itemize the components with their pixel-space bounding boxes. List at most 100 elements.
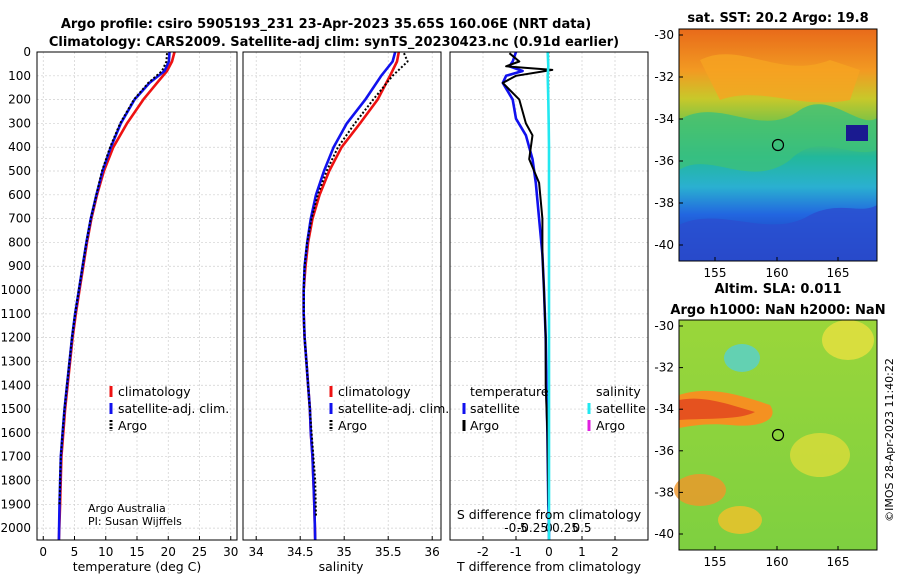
sst-map-frame <box>678 28 878 262</box>
sla-warm-patch <box>674 474 726 506</box>
series-climatology <box>57 51 176 541</box>
series-climatology <box>302 51 401 541</box>
top-tick-label: 0.25 <box>552 521 579 535</box>
x-tick-label: 10 <box>98 545 113 559</box>
sla-hot-core <box>679 398 755 420</box>
sst-map-ticks: -30 -32 -34 -36 -38 -40 155 160 165 <box>654 28 849 280</box>
sla-high-patch-2 <box>790 433 850 477</box>
difference-legend: temperature salinity satellite Argo sate… <box>462 384 646 433</box>
depth-tick-label: 600 <box>8 188 31 202</box>
sla-yellow-patch <box>718 506 762 534</box>
sst-warm-eddy <box>679 104 877 172</box>
map-lat-label: -32 <box>654 361 674 375</box>
x-tick-label: 35 <box>337 545 352 559</box>
figure-title-line1: Argo profile: csiro 5905193_231 23-Apr-2… <box>61 17 591 32</box>
map-lat-label: -36 <box>654 154 674 168</box>
map-lat-label: -38 <box>654 196 674 210</box>
map-lat-label: -40 <box>654 527 674 541</box>
map-lat-label: -32 <box>654 70 674 84</box>
depth-tick-label: 1500 <box>0 402 31 416</box>
sst-profile-marker <box>771 138 785 152</box>
sla-map-frame <box>678 319 878 551</box>
salinity-xlabel: salinity <box>319 559 364 574</box>
map-lon-label: 165 <box>827 555 850 569</box>
legend-label-sal-argo: Argo <box>596 418 625 433</box>
legend-label-temp-satellite: satellite <box>470 401 520 416</box>
series-argo <box>302 52 409 517</box>
panel-frame <box>36 51 238 541</box>
sla-map-ticks: -30 -32 -34 -36 -38 -40 155 160 165 <box>654 319 849 569</box>
sla-high-patch <box>822 320 874 360</box>
depth-tick-label: 200 <box>8 93 31 107</box>
x-tick-label: -2 <box>477 545 489 559</box>
sst-map <box>678 28 878 262</box>
sla-map-title1: Altim. SLA: 0.011 <box>715 282 842 297</box>
sla-low-eddy <box>724 344 760 372</box>
x-tick-label: 34.5 <box>287 545 314 559</box>
depth-tick-label: 1900 <box>0 497 31 511</box>
footer-pi: PI: Susan Wijffels <box>88 515 182 528</box>
depth-tick-label: 2000 <box>0 521 31 535</box>
depth-tick-label: 1700 <box>0 450 31 464</box>
sst-orange-patch <box>700 54 860 103</box>
map-lon-label: 155 <box>704 266 727 280</box>
legend-label-argo: Argo <box>118 418 147 433</box>
legend-title-temperature: temperature <box>470 384 549 399</box>
depth-tick-label: 1200 <box>0 331 31 345</box>
x-tick-label: -1 <box>510 545 522 559</box>
map-lat-label: -36 <box>654 444 674 458</box>
legend-label-satellite: satellite-adj. clim. <box>118 401 229 416</box>
map-lat-label: -34 <box>654 112 674 126</box>
depth-tick-label: 1400 <box>0 378 31 392</box>
x-tick-label: 5 <box>71 545 79 559</box>
top-tick-label: -0.25 <box>517 521 548 535</box>
depth-tick-label: 900 <box>8 259 31 273</box>
panel-frame <box>449 51 649 541</box>
figure-title-line2: Climatology: CARS2009. Satellite-adj cli… <box>49 35 619 50</box>
map-lon-label: 165 <box>827 266 850 280</box>
panel-frame <box>242 51 442 541</box>
x-tick-label: 25 <box>192 545 207 559</box>
legend-label-climatology: climatology <box>118 384 191 399</box>
depth-tick-label: 700 <box>8 212 31 226</box>
temperature-legend: climatology satellite-adj. clim. Argo <box>109 384 229 433</box>
map-lat-label: -30 <box>654 319 674 333</box>
x-tick-label: 15 <box>129 545 144 559</box>
sla-map <box>674 319 878 551</box>
legend-label-sal-satellite: satellite <box>596 401 646 416</box>
sst-map-title: sat. SST: 20.2 Argo: 19.8 <box>687 11 868 26</box>
salinity-legend: climatology satellite-adj. clim. Argo <box>329 384 449 433</box>
depth-tick-label: 300 <box>8 116 31 130</box>
x-tick-label: 1 <box>578 545 586 559</box>
map-lat-label: -30 <box>654 28 674 42</box>
x-tick-label: 34 <box>249 545 264 559</box>
sla-profile-marker <box>771 428 785 442</box>
legend-label-satellite: satellite-adj. clim. <box>338 401 449 416</box>
temperature-xlabel: temperature (deg C) <box>73 559 202 574</box>
sst-cold-band <box>679 205 877 261</box>
map-lat-label: -34 <box>654 402 674 416</box>
depth-tick-label: 100 <box>8 69 31 83</box>
map-lat-label: -40 <box>654 238 674 252</box>
salinity-panel: 34 34.5 35 35.5 36 <box>242 51 442 559</box>
top-tick-label: -0.5 <box>504 521 527 535</box>
depth-tick-label: 1000 <box>0 283 31 297</box>
series-argo <box>58 53 168 505</box>
series-satellite-adj-clim- <box>302 51 397 541</box>
legend-title-salinity: salinity <box>596 384 641 399</box>
x-tick-label: 20 <box>161 545 176 559</box>
x-tick-label: 35.5 <box>375 545 402 559</box>
map-lon-label: 160 <box>766 266 789 280</box>
top-tick-label: 0.5 <box>572 521 591 535</box>
depth-tick-label: 1300 <box>0 354 31 368</box>
difference-top-label: S difference from climatology <box>457 507 642 522</box>
map-lat-label: -38 <box>654 485 674 499</box>
depth-tick-label: 500 <box>8 164 31 178</box>
legend-label-climatology: climatology <box>338 384 411 399</box>
footer-argo-australia: Argo Australia <box>88 502 166 515</box>
depth-tick-label: 0 <box>23 45 31 59</box>
map-lon-label: 160 <box>766 555 789 569</box>
x-tick-label: 36 <box>425 545 440 559</box>
